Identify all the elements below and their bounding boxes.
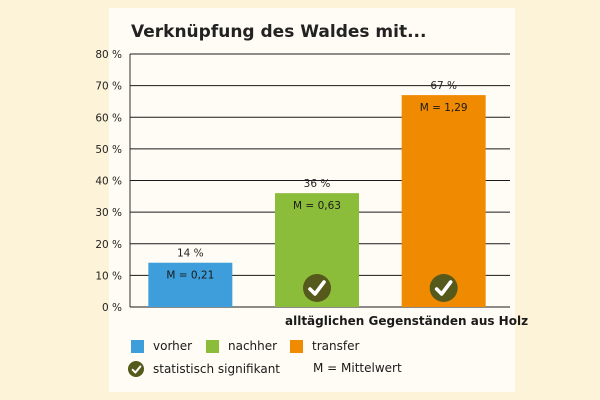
y-tick-label: 50 % (95, 144, 122, 156)
y-tick-label: 20 % (95, 239, 122, 251)
y-tick-label: 40 % (95, 176, 122, 188)
legend-label-vorher: vorher (153, 339, 193, 353)
check-icon (128, 361, 144, 377)
legend-item-vorher: vorher (131, 339, 192, 353)
check-mark (434, 280, 453, 296)
y-tick-label: 70 % (95, 81, 122, 93)
y-tick-label: 60 % (95, 112, 122, 124)
legend-swatch-nachher (206, 339, 219, 353)
legend-label-transfer: transfer (312, 339, 360, 353)
y-tick-label: 80 % (95, 49, 122, 61)
legend-item-nachher: nachher (206, 339, 277, 353)
value-label: 14 % (177, 248, 204, 260)
mean-label: M = 0,21 (166, 270, 214, 282)
mean-label: M = 1,29 (420, 102, 468, 114)
bar-vorher (148, 262, 233, 307)
y-tick-label: 30 % (95, 207, 122, 219)
legend-item-transfer: transfer (290, 339, 359, 353)
value-label: 36 % (304, 178, 331, 190)
bar-transfer (401, 95, 486, 307)
y-tick-label: 0 % (102, 302, 122, 314)
check-mark (308, 280, 326, 296)
y-tick-label: 10 % (95, 270, 122, 282)
legend-swatch-vorher (131, 339, 144, 353)
legend-label-nachher: nachher (228, 339, 278, 353)
legend-label-significant: statistisch signifikant (153, 362, 281, 376)
check-icon (303, 274, 331, 302)
mean-note-text: M = Mittelwert (313, 361, 402, 375)
chart-title: Verknüpfung des Waldes mit... (131, 22, 427, 42)
mean-label: M = 0,63 (293, 200, 341, 212)
legend-mean-note: M = Mittelwert (313, 361, 402, 375)
legend-swatch-transfer (290, 339, 303, 353)
legend-item-significant: statistisch signifikant (128, 361, 280, 377)
value-label: 67 % (430, 80, 457, 92)
x-axis-label: alltäglichen Gegenständen aus Holz (285, 314, 529, 328)
check-icon (429, 274, 458, 302)
